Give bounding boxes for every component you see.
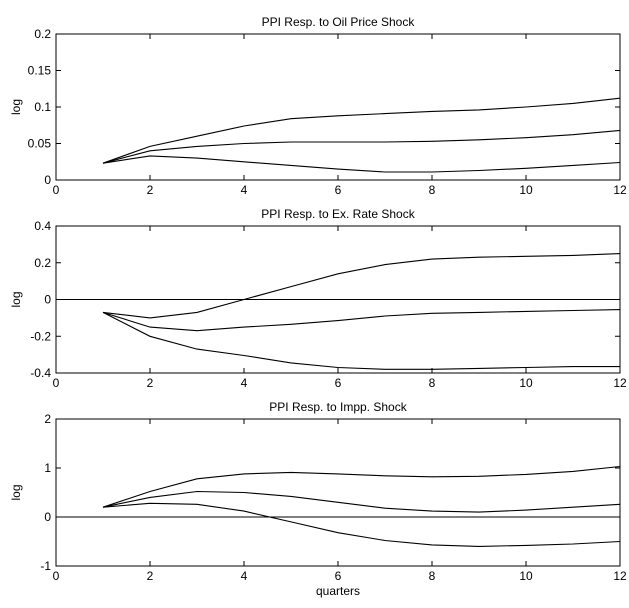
series-line-1 <box>102 253 621 319</box>
y-axis-label: log <box>9 99 23 115</box>
x-tick-label: 8 <box>429 183 436 197</box>
x-axis-label: quarters <box>316 584 360 598</box>
subplot-1: PPI Resp. to Oil Price Shock 0 2 4 6 8 10 12 0 0.… <box>9 15 627 197</box>
series-line-3 <box>102 502 621 547</box>
y-tick-label: 0.2 <box>34 256 51 270</box>
series-line-2 <box>102 490 621 513</box>
series-line-1 <box>102 97 621 164</box>
x-tick-label: 8 <box>429 569 436 583</box>
y-axis-label: log <box>9 291 23 307</box>
plot-frame <box>55 33 621 181</box>
series-line-1 <box>102 465 621 508</box>
x-tick-label: 0 <box>53 569 60 583</box>
subplot-3-title: PPI Resp. to Impp. Shock <box>269 400 407 414</box>
x-tick-label: 4 <box>241 569 248 583</box>
subplot-2: PPI Resp. to Ex. Rate Shock 0 2 4 6 8 10 12 -0.4… <box>9 207 627 390</box>
y-tick-label: 1 <box>44 461 51 475</box>
y-tick-label: 0 <box>44 293 51 307</box>
y-tick-label: 0 <box>44 510 51 524</box>
y-axis-label: log <box>9 484 23 500</box>
x-tick-label: 12 <box>613 183 627 197</box>
x-tick-label: 4 <box>241 183 248 197</box>
y-tick-label: 2 <box>44 412 51 426</box>
y-tick-label: 0.2 <box>34 27 51 41</box>
series-line-3 <box>102 155 621 173</box>
series-line-3 <box>102 311 620 370</box>
x-tick-label: 2 <box>147 569 154 583</box>
subplot-1-title: PPI Resp. to Oil Price Shock <box>262 15 416 29</box>
x-tick-label: 0 <box>53 376 60 390</box>
y-tick-label: -0.2 <box>30 329 51 343</box>
y-tick-label: 0.1 <box>34 100 51 114</box>
y-tick-label: 0.15 <box>28 64 52 78</box>
y-tick-label: 0.05 <box>28 137 52 151</box>
y-tick-label: -1 <box>40 559 51 573</box>
x-tick-label: 12 <box>613 376 627 390</box>
series-line-2 <box>102 309 621 332</box>
y-tick-label: 0.4 <box>34 219 51 233</box>
x-tick-label: 10 <box>519 376 533 390</box>
subplot-2-title: PPI Resp. to Ex. Rate Shock <box>261 207 415 221</box>
x-tick-label: 12 <box>613 569 627 583</box>
series-line-2 <box>102 129 621 164</box>
x-tick-label: 6 <box>335 569 342 583</box>
x-tick-label: 10 <box>519 569 533 583</box>
x-tick-label: 0 <box>53 183 60 197</box>
x-tick-label: 2 <box>147 376 154 390</box>
x-tick-label: 8 <box>429 376 436 390</box>
x-tick-label: 4 <box>241 376 248 390</box>
x-tick-label: 10 <box>519 183 533 197</box>
x-tick-label: 6 <box>335 183 342 197</box>
x-tick-label: 6 <box>335 376 342 390</box>
x-tick-label: 2 <box>147 183 154 197</box>
y-tick-label: -0.4 <box>30 366 51 380</box>
plot-frame <box>55 418 621 567</box>
y-tick-label: 0 <box>44 173 51 187</box>
